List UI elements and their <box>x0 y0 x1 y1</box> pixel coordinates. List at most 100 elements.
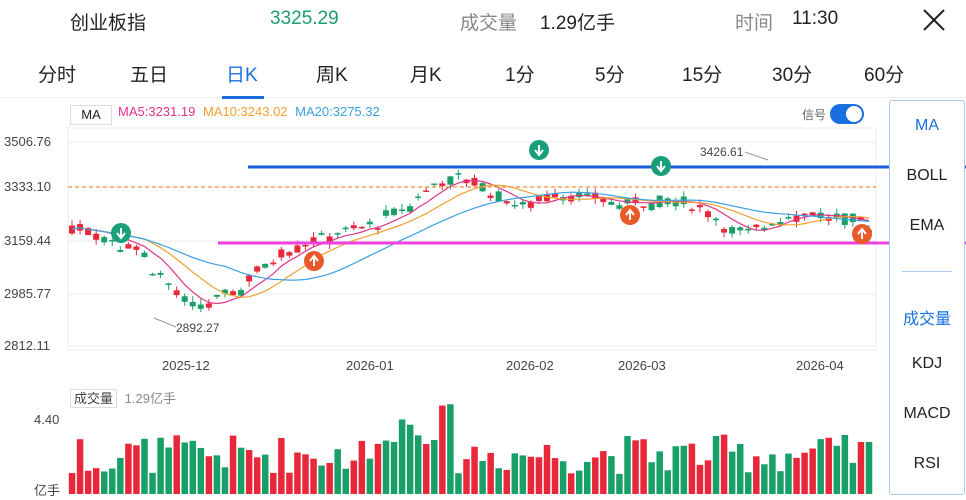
y-tick-2: 3333.10 <box>4 179 51 194</box>
volume-bar-34 <box>342 468 349 494</box>
volume-bar-56 <box>519 455 527 494</box>
ma10-value: MA10:3243.02 <box>202 104 288 119</box>
volume-bar-90 <box>793 457 800 494</box>
candle-body-20 <box>230 291 236 296</box>
volume-bar-15 <box>189 440 197 494</box>
volume-bar-80 <box>712 436 720 494</box>
volume-bar-47 <box>447 404 454 494</box>
candle-body-72 <box>648 202 655 211</box>
signal-label: 信号 <box>802 108 827 122</box>
volume-bar-38 <box>374 443 382 494</box>
side-item-kdj[interactable]: KDJ <box>911 355 943 372</box>
volume-bar-57 <box>527 456 535 494</box>
volume-bar-60 <box>551 458 559 494</box>
volume-bar-64 <box>584 461 591 494</box>
candle-body-42 <box>407 206 414 212</box>
volume-bar-97 <box>849 462 857 494</box>
volume-bar-41 <box>398 419 406 494</box>
tab-6[interactable]: 5分 <box>595 65 625 86</box>
signal-toggle[interactable] <box>830 104 864 124</box>
volume-bar-52 <box>487 452 494 494</box>
candle-body-83 <box>737 227 744 231</box>
volume-bar-49 <box>463 459 470 494</box>
side-item-volume[interactable]: 成交量 <box>902 311 951 328</box>
candle-body-31 <box>318 233 325 235</box>
volume-bar-7 <box>125 443 132 494</box>
volume-bar-55 <box>511 453 519 494</box>
candle-body-35 <box>350 225 357 229</box>
side-item-rsi[interactable]: RSI <box>913 455 941 472</box>
candle-body-5 <box>109 240 116 242</box>
ma20-line <box>71 191 870 281</box>
volume-bar-78 <box>696 464 704 494</box>
tab-5[interactable]: 1分 <box>505 65 535 86</box>
volume-bar-6 <box>117 457 124 494</box>
candle-body-33 <box>334 233 341 235</box>
volume-bar-43 <box>414 435 422 494</box>
volume-bar-0 <box>68 473 76 494</box>
candle-body-25 <box>270 262 277 265</box>
tab-8[interactable]: 30分 <box>772 65 813 86</box>
candle-body-2 <box>85 227 92 236</box>
volume-bar-82 <box>728 451 736 494</box>
tab-1[interactable]: 五日 <box>130 65 169 86</box>
volume-bar-3 <box>92 468 100 494</box>
x-tick-5: 2026-04 <box>796 358 844 373</box>
volume-bar-96 <box>841 434 849 494</box>
candle-body-27 <box>286 252 293 256</box>
volume-bar-39 <box>382 440 390 494</box>
candle-body-65 <box>592 192 599 199</box>
low-leader-line <box>153 317 177 328</box>
volume-bar-31 <box>318 465 325 494</box>
tab-3[interactable]: 周K <box>316 65 348 86</box>
candle-body-68 <box>616 205 623 209</box>
high-price-label: 3426.61 <box>700 145 744 159</box>
volume-bar-89 <box>785 453 792 494</box>
tab-7[interactable]: 15分 <box>682 65 723 86</box>
volume-bar-30 <box>310 458 317 494</box>
candle-body-78 <box>696 205 703 208</box>
volume-bar-77 <box>688 443 696 494</box>
x-tick-3: 2026-02 <box>506 358 554 373</box>
candle-body-86 <box>761 227 768 231</box>
candle-body-0 <box>69 225 75 234</box>
ma-indicator-box[interactable]: MA <box>70 105 112 125</box>
side-item-ema[interactable]: EMA <box>909 217 945 234</box>
candle-body-45 <box>431 183 438 185</box>
candle-body-98 <box>857 217 864 221</box>
candle-body-13 <box>173 290 180 296</box>
candle-body-66 <box>600 197 607 203</box>
candle-body-9 <box>141 252 148 258</box>
candle-body-41 <box>399 209 406 211</box>
indicator-side-menu: MA BOLL EMA 成交量 KDJ MACD RSI <box>889 100 965 495</box>
volume-bar-1 <box>76 439 84 494</box>
side-item-ma[interactable]: MA <box>915 117 939 134</box>
candle-body-40 <box>391 208 397 216</box>
candle-body-6 <box>117 249 124 252</box>
side-item-boll[interactable]: BOLL <box>906 167 948 184</box>
y-tick-1: 3506.76 <box>4 134 51 149</box>
tab-4[interactable]: 月K <box>410 65 442 86</box>
volume-bar-11 <box>157 437 164 494</box>
volume-value: 1.29亿手 <box>540 13 615 34</box>
ma5-value: MA5:3231.19 <box>118 104 196 119</box>
candle-body-55 <box>511 205 518 207</box>
ma5-line <box>71 179 870 305</box>
candle-body-93 <box>817 212 824 219</box>
tab-9[interactable]: 60分 <box>864 65 905 86</box>
close-icon[interactable] <box>916 4 950 36</box>
tab-0[interactable]: 分时 <box>38 65 77 86</box>
volume-bar-44 <box>423 443 430 494</box>
candle-body-39 <box>382 210 389 216</box>
volume-bar-58 <box>535 457 543 494</box>
volume-bar-87 <box>769 454 776 494</box>
candle-body-22 <box>246 275 253 282</box>
candle-body-7 <box>125 244 132 249</box>
side-item-macd[interactable]: MACD <box>903 405 951 422</box>
candle-body-37 <box>366 221 373 225</box>
tab-2[interactable]: 日K <box>226 65 258 86</box>
volume-bar-35 <box>350 460 358 494</box>
candle-body-46 <box>439 183 446 186</box>
volume-bar-53 <box>495 468 502 494</box>
